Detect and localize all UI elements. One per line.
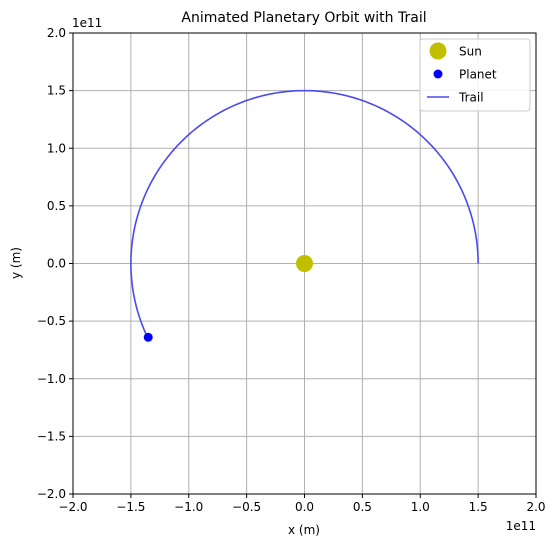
x-tick-label: −0.5 — [232, 500, 261, 514]
x-tick-label: 1.0 — [411, 500, 430, 514]
x-axis-ticks: −2.0 −1.5 −1.0 −0.5 0.0 0.5 1.0 1.5 2.0 — [58, 494, 546, 514]
y-tick-label: 1.5 — [47, 84, 66, 98]
trail-line — [130, 89, 479, 338]
x-offset-label: 1e11 — [506, 519, 536, 533]
legend-box — [419, 38, 531, 112]
legend-label-trail: Trail — [458, 91, 484, 105]
x-tick-label: 0.5 — [353, 500, 372, 514]
x-tick-label: −2.0 — [58, 500, 87, 514]
y-axis-label: y (m) — [9, 247, 23, 279]
x-tick-label: 1.5 — [469, 500, 488, 514]
x-tick-label: 0.0 — [295, 500, 314, 514]
plot-area — [130, 89, 479, 342]
y-tick-label: −0.5 — [37, 314, 66, 328]
y-tick-label: 1.0 — [47, 141, 66, 155]
y-tick-label: 0.0 — [47, 257, 66, 271]
y-tick-label: −1.5 — [37, 429, 66, 443]
y-tick-label: −1.0 — [37, 372, 66, 386]
x-tick-label: 2.0 — [526, 500, 545, 514]
y-tick-label: 0.5 — [47, 199, 66, 213]
planet-marker — [143, 332, 153, 342]
sun-marker — [296, 255, 313, 272]
y-tick-label: 2.0 — [47, 26, 66, 40]
x-axis-label: x (m) — [288, 523, 320, 537]
x-tick-label: −1.5 — [116, 500, 145, 514]
x-tick-label: −1.0 — [174, 500, 203, 514]
y-axis-ticks: −2.0 −1.5 −1.0 −0.5 0.0 0.5 1.0 1.5 2.0 — [37, 26, 73, 501]
chart-title: Animated Planetary Orbit with Trail — [181, 10, 426, 26]
legend-swatch-planet — [433, 69, 443, 79]
y-offset-label: 1e11 — [72, 16, 102, 30]
plot-frame — [72, 32, 537, 495]
legend-label-planet: Planet — [459, 68, 497, 82]
y-tick-label: −2.0 — [37, 487, 66, 501]
legend-label-sun: Sun — [459, 45, 482, 59]
legend: Sun Planet Trail — [419, 38, 531, 112]
legend-swatch-sun — [429, 42, 447, 60]
